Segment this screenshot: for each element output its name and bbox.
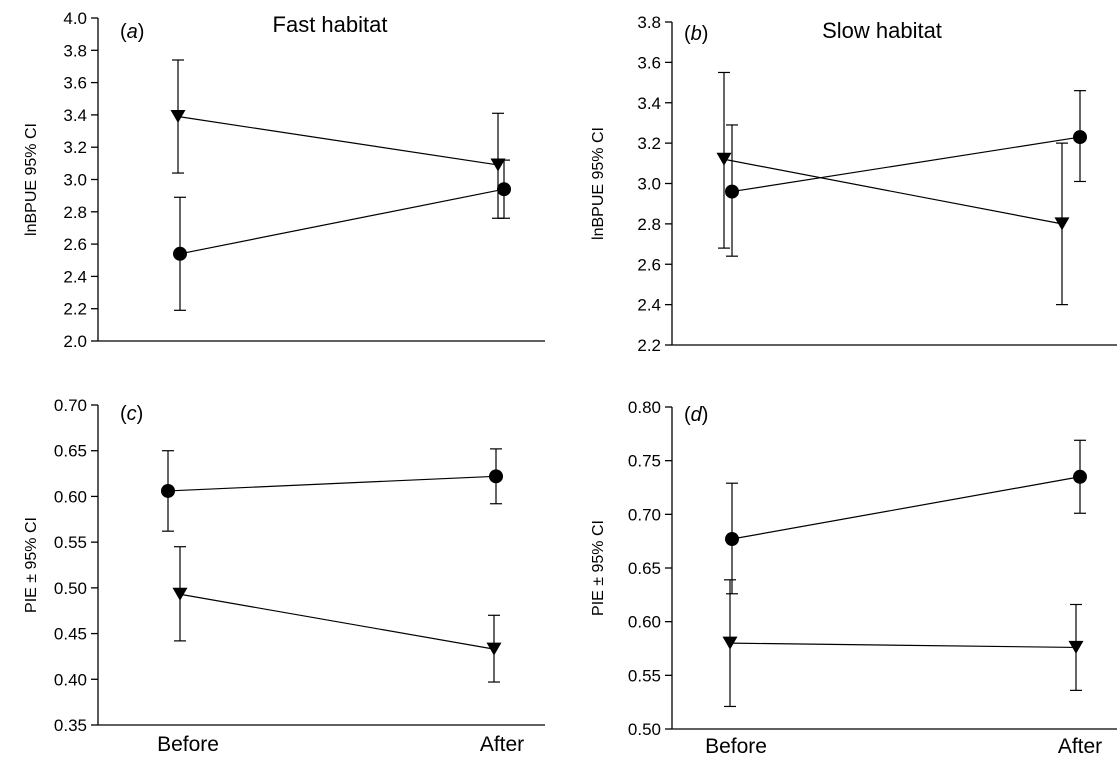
series-triangle-down (722, 579, 1084, 708)
y-tick-label: 3.0 (63, 171, 87, 190)
series-circle (725, 90, 1087, 257)
y-tick-label: 4.0 (63, 9, 87, 28)
series-circle (161, 448, 503, 532)
data-point-triangle (486, 642, 502, 656)
data-point-triangle (1054, 217, 1070, 231)
panel-label: (d) (684, 404, 708, 426)
x-tick-label: After (1058, 735, 1102, 758)
data-point-circle (161, 483, 175, 498)
y-tick-label: 0.70 (54, 396, 87, 415)
y-axis-label: PIE ± 95% CI (590, 520, 607, 616)
series-line (723, 158, 1063, 225)
y-tick-label: 3.8 (637, 13, 661, 32)
y-tick-label: 0.50 (628, 720, 661, 739)
y-axis-label: lnBPUE 95% CI (23, 123, 40, 236)
y-tick-label: 2.6 (637, 255, 661, 274)
series-line (729, 642, 1077, 649)
y-axis-label: PIE ± 95% CI (23, 517, 40, 613)
panel-title: Slow habitat (822, 18, 942, 43)
y-tick-label: 0.60 (628, 613, 661, 632)
y-tick-label: 0.35 (54, 716, 87, 735)
data-point-triangle (716, 152, 732, 166)
y-tick-label: 2.8 (63, 203, 87, 222)
x-tick-label: Before (705, 735, 767, 758)
series-line (177, 115, 499, 166)
panel-title: Fast habitat (273, 12, 388, 37)
x-tick-label: After (480, 733, 524, 756)
data-point-circle (173, 246, 187, 261)
series-triangle-down (716, 71, 1070, 306)
y-tick-label: 0.40 (54, 670, 87, 689)
y-tick-label: 3.2 (637, 134, 661, 153)
y-tick-label: 2.2 (637, 336, 661, 355)
y-tick-label: 0.80 (628, 398, 661, 417)
series-line (731, 136, 1081, 193)
y-tick-label: 0.55 (54, 533, 87, 552)
y-tick-label: 0.60 (54, 487, 87, 506)
data-point-circle (1073, 469, 1087, 484)
y-tick-label: 2.6 (63, 235, 87, 254)
data-point-triangle (170, 110, 186, 124)
panel-label: (b) (684, 23, 708, 45)
data-point-circle (725, 532, 739, 547)
data-point-circle (497, 182, 511, 197)
y-tick-label: 0.65 (54, 442, 87, 461)
y-tick-label: 2.4 (63, 267, 87, 286)
series-line (179, 188, 505, 255)
data-point-circle (725, 184, 739, 199)
y-tick-label: 0.65 (628, 559, 661, 578)
series-line (179, 593, 495, 650)
y-tick-label: 3.0 (637, 175, 661, 194)
data-point-circle (1073, 130, 1087, 145)
series-triangle-down (172, 546, 502, 683)
y-tick-label: 0.70 (628, 505, 661, 524)
panel-label: (c) (120, 403, 143, 425)
y-tick-label: 0.50 (54, 579, 87, 598)
panel-a: 2.0 2.2 2.4 2.6 2.8 3.0 3.2 3.4 3.6 3.8 4.0 lnBPUE … (23, 9, 545, 351)
data-point-triangle (172, 587, 188, 601)
series-circle (725, 439, 1087, 595)
x-tick-label: Before (157, 733, 219, 756)
data-point-triangle (490, 158, 506, 172)
data-point-triangle (1068, 640, 1084, 654)
series-line (167, 475, 497, 492)
panel-b: 2.2 2.4 2.6 2.8 3.0 3.2 3.4 3.6 3.8 lnBPUE 95% CI… (590, 13, 1117, 355)
series-line (731, 476, 1081, 540)
y-tick-label: 3.8 (63, 41, 87, 60)
y-tick-label: 2.0 (63, 332, 87, 351)
y-tick-label: 2.4 (637, 296, 661, 315)
y-tick-label: 3.4 (63, 106, 87, 125)
data-point-triangle (722, 636, 738, 650)
data-point-circle (489, 469, 503, 484)
y-tick-label: 3.4 (637, 94, 661, 113)
panel-d: 0.50 0.55 0.60 0.65 0.70 0.75 0.80 PIE ± 95% CI… (590, 398, 1117, 758)
panel-c: 0.35 0.40 0.45 0.50 0.55 0.60 0.65 0.70 PIE ± 95… (23, 396, 545, 756)
y-tick-label: 3.2 (63, 138, 87, 157)
y-tick-label: 2.2 (63, 300, 87, 319)
y-axis-label: lnBPUE 95% CI (590, 127, 607, 240)
panel-label: (a) (120, 21, 144, 43)
y-tick-label: 3.6 (637, 53, 661, 72)
series-triangle-down (170, 59, 506, 219)
series-circle (173, 159, 511, 311)
y-tick-label: 0.75 (628, 452, 661, 471)
y-tick-label: 3.6 (63, 74, 87, 93)
y-tick-label: 0.45 (54, 625, 87, 644)
y-tick-label: 2.8 (637, 215, 661, 234)
y-tick-label: 0.55 (628, 666, 661, 685)
